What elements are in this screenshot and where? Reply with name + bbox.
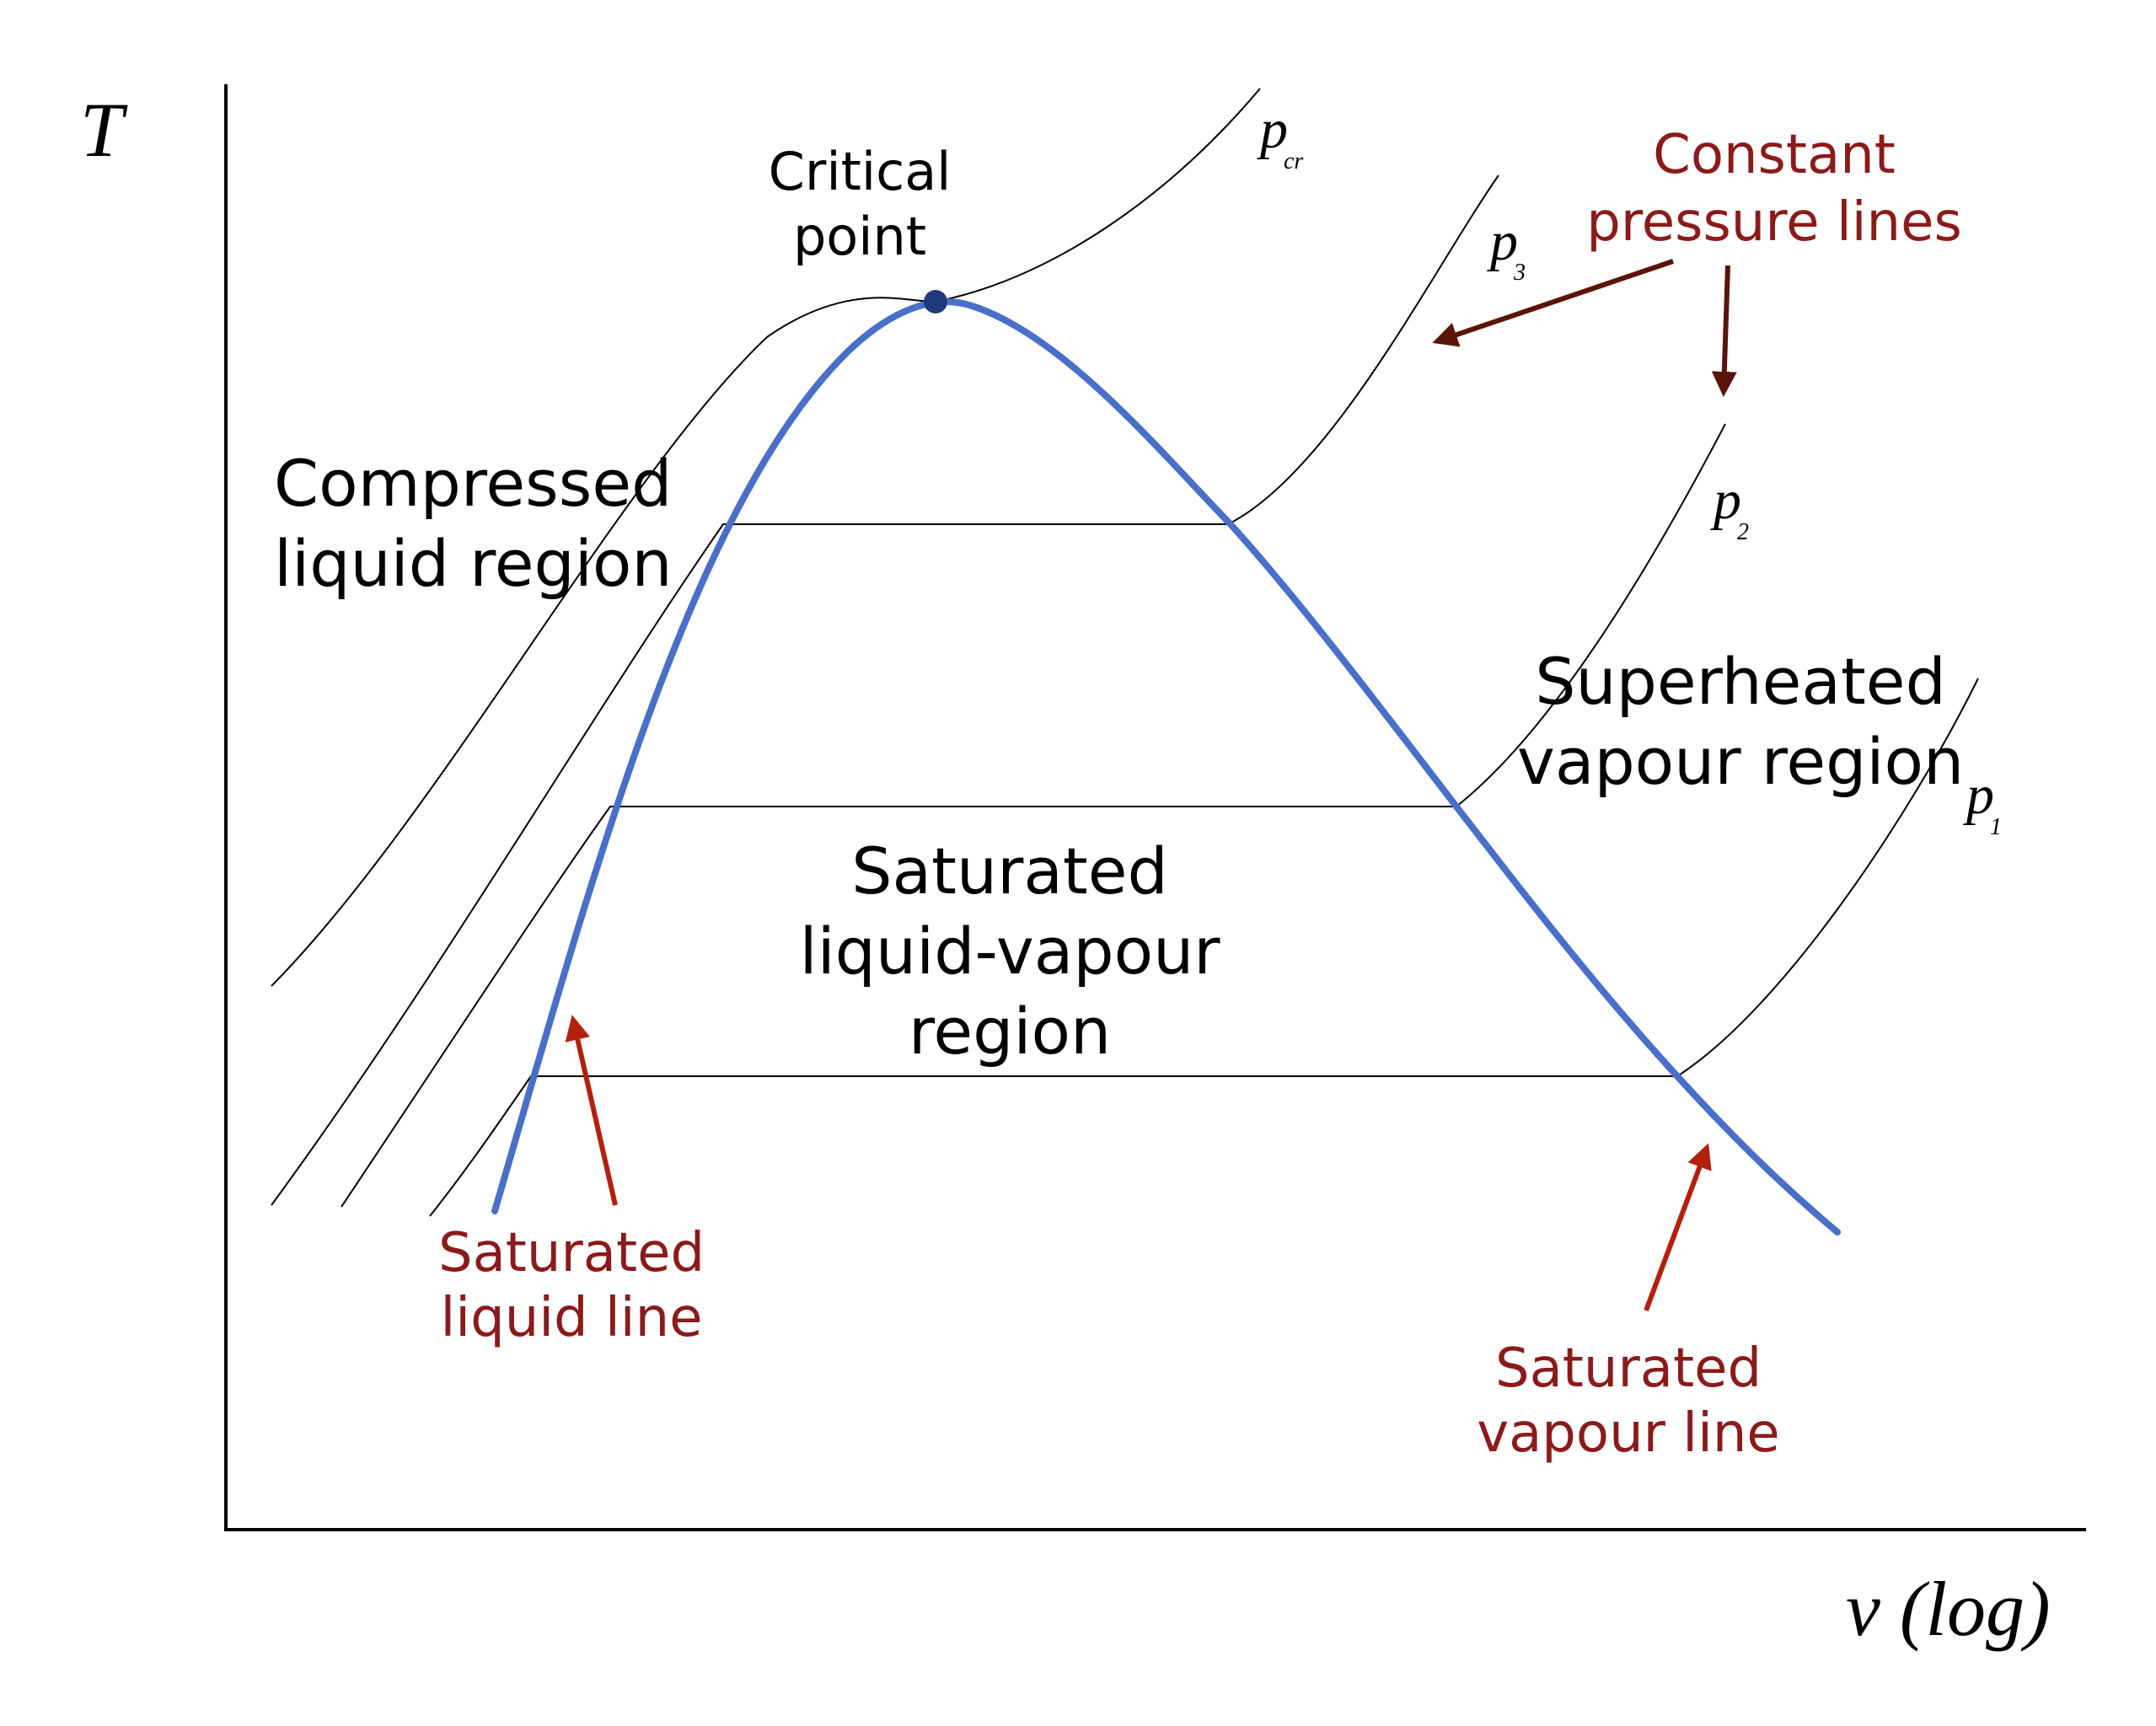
- pressure-line-pcr: [271, 88, 1261, 987]
- sat-vapour-label-2: vapour line: [1477, 1402, 1780, 1465]
- svg-text:p: p: [1257, 99, 1288, 160]
- superheated-region-label-2: vapour region: [1517, 724, 1964, 799]
- sat-vapour-arrow: [1644, 1143, 1712, 1312]
- svg-text:p: p: [1710, 469, 1741, 531]
- constant-pressure-label-1: Constant: [1653, 124, 1896, 186]
- pressure-line-p1: [429, 678, 1979, 1217]
- critical-point-marker: [924, 290, 947, 314]
- saturated-region-label-2: liquid-vapour: [799, 914, 1220, 989]
- svg-text:p: p: [1487, 211, 1518, 272]
- critical-point-label-1: Critical: [769, 141, 952, 202]
- y-axis-label: T: [80, 87, 128, 173]
- pressure-label-p1: p 1: [1963, 764, 2002, 840]
- critical-point-label-2: point: [793, 206, 926, 267]
- saturated-region-label-3: region: [909, 994, 1111, 1069]
- svg-text:3: 3: [1513, 260, 1526, 286]
- pressure-line-p2: [341, 423, 1726, 1208]
- svg-text:cr: cr: [1284, 148, 1303, 174]
- x-axis-label: v (log): [1846, 1566, 2051, 1652]
- compressed-region-label-1: Compressed: [274, 446, 672, 521]
- constant-pressure-arrow-down: [1711, 265, 1737, 397]
- svg-text:2: 2: [1737, 519, 1749, 545]
- sat-vapour-label-1: Saturated: [1495, 1337, 1762, 1400]
- pressure-label-p2: p 2: [1710, 469, 1749, 545]
- compressed-region-label-2: liquid region: [274, 526, 673, 601]
- pressure-line-p3: [271, 174, 1499, 1206]
- svg-text:1: 1: [1990, 814, 2002, 840]
- sat-liquid-label-1: Saturated: [438, 1222, 705, 1284]
- pressure-label-pcr: p cr: [1257, 99, 1303, 174]
- pressure-label-p3: p 3: [1487, 211, 1526, 286]
- svg-text:p: p: [1963, 764, 1994, 826]
- constant-pressure-label-2: pressure lines: [1586, 191, 1962, 254]
- saturated-region-label-1: Saturated: [851, 834, 1167, 909]
- constant-pressure-lines: [271, 88, 1979, 1217]
- sat-liquid-arrow: [565, 1015, 618, 1206]
- superheated-region-label-1: Superheated: [1535, 644, 1946, 719]
- sat-liquid-label-2: liquid line: [441, 1287, 703, 1349]
- constant-pressure-arrow-left: [1432, 259, 1674, 347]
- saturation-dome: [491, 298, 1841, 1236]
